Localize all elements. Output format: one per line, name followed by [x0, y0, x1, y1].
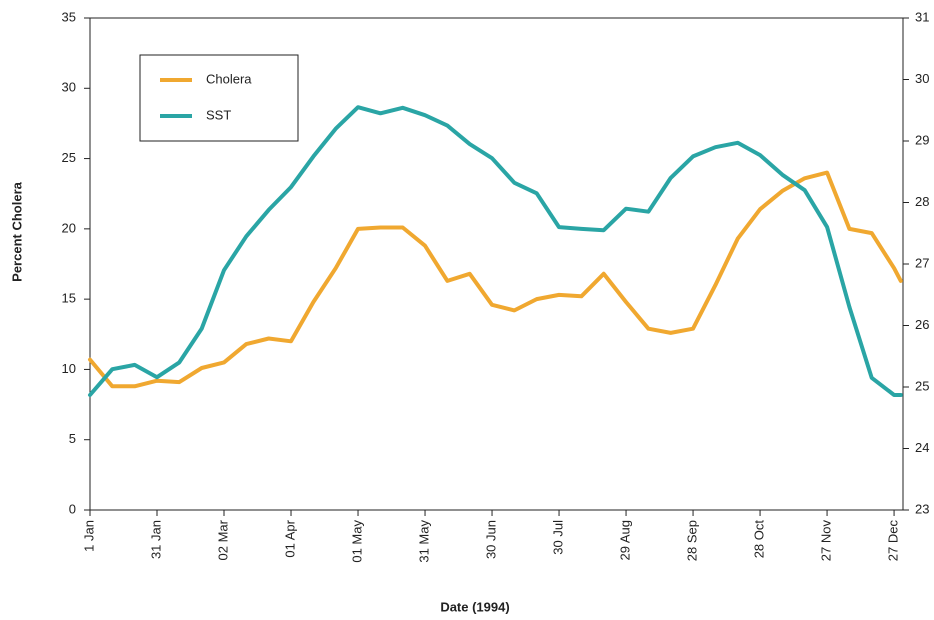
x-tick-label: 31 Jan [148, 520, 163, 559]
x-tick-label: 28 Oct [751, 520, 766, 559]
legend-label: Cholera [206, 71, 252, 86]
x-tick-label: 01 May [349, 520, 364, 563]
legend-label: SST [206, 107, 231, 122]
y2-tick-label: 24 [915, 440, 929, 455]
x-tick-label: 31 May [416, 520, 431, 563]
y-tick-label: 25 [62, 150, 76, 165]
y-tick-label: 10 [62, 361, 76, 376]
x-tick-label: 01 Apr [282, 519, 297, 557]
x-tick-label: 29 Aug [617, 520, 632, 561]
x-tick-label: 28 Sep [684, 520, 699, 561]
legend-box [139, 54, 299, 142]
y2-tick-label: 29 [915, 132, 929, 147]
y-tick-label: 20 [62, 220, 76, 235]
y2-tick-label: 25 [915, 378, 929, 393]
y2-tick-label: 31 [915, 9, 929, 24]
y-axis-title: Percent Cholera [9, 181, 24, 281]
x-tick-label: 02 Mar [215, 519, 230, 560]
y-tick-label: 15 [62, 291, 76, 306]
series-line [88, 170, 903, 389]
y-tick-label: 30 [62, 80, 76, 95]
y2-tick-label: 27 [915, 255, 929, 270]
y-tick-label: 0 [69, 501, 76, 516]
y-tick-label: 35 [62, 9, 76, 24]
y-tick-label: 5 [69, 431, 76, 446]
y2-tick-label: 23 [915, 501, 929, 516]
series-line [88, 105, 903, 397]
x-tick-label: 30 Jun [483, 520, 498, 559]
x-tick-label: 1 Jan [81, 520, 96, 552]
x-tick-label: 27 Nov [818, 520, 833, 562]
y2-tick-label: 30 [915, 71, 929, 86]
x-tick-label: 30 Jul [550, 520, 565, 555]
x-tick-label: 27 Dec [886, 520, 901, 562]
x-axis-title: Date (1994) [440, 599, 509, 614]
y2-tick-label: 28 [915, 194, 929, 209]
y2-tick-label: 26 [915, 317, 929, 332]
